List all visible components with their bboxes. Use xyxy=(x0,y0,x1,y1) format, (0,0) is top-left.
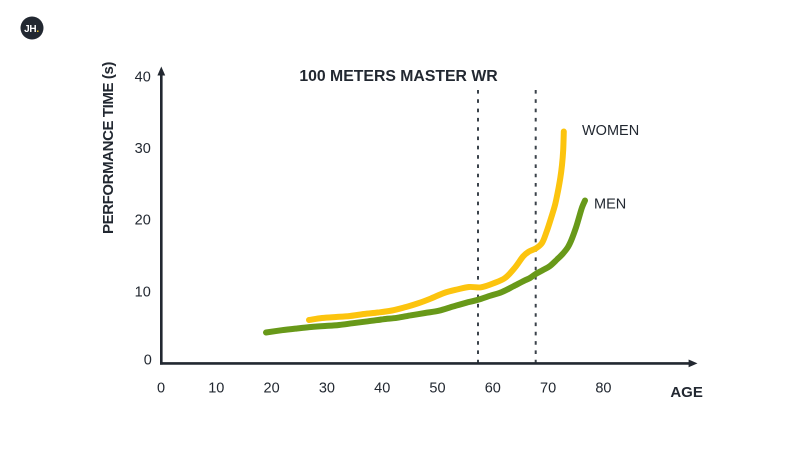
svg-text:10: 10 xyxy=(208,381,224,397)
svg-text:100 METERS MASTER WR: 100 METERS MASTER WR xyxy=(299,68,498,85)
svg-text:30: 30 xyxy=(319,381,335,397)
svg-text:PERFORMANCE TIME (s): PERFORMANCE TIME (s) xyxy=(100,62,117,234)
svg-text:0: 0 xyxy=(144,353,152,369)
svg-text:80: 80 xyxy=(595,381,611,397)
svg-text:40: 40 xyxy=(135,69,151,85)
svg-text:70: 70 xyxy=(540,381,556,397)
svg-text:20: 20 xyxy=(135,213,151,229)
svg-text:50: 50 xyxy=(429,381,445,397)
svg-text:JH.: JH. xyxy=(24,24,39,35)
svg-text:10: 10 xyxy=(135,284,151,300)
svg-text:30: 30 xyxy=(135,141,151,157)
svg-text:MEN: MEN xyxy=(594,197,626,213)
svg-text:0: 0 xyxy=(157,381,165,397)
svg-text:WOMEN: WOMEN xyxy=(582,123,639,139)
svg-text:AGE: AGE xyxy=(670,384,703,401)
svg-text:20: 20 xyxy=(264,381,280,397)
svg-text:40: 40 xyxy=(374,381,390,397)
svg-text:60: 60 xyxy=(485,381,501,397)
